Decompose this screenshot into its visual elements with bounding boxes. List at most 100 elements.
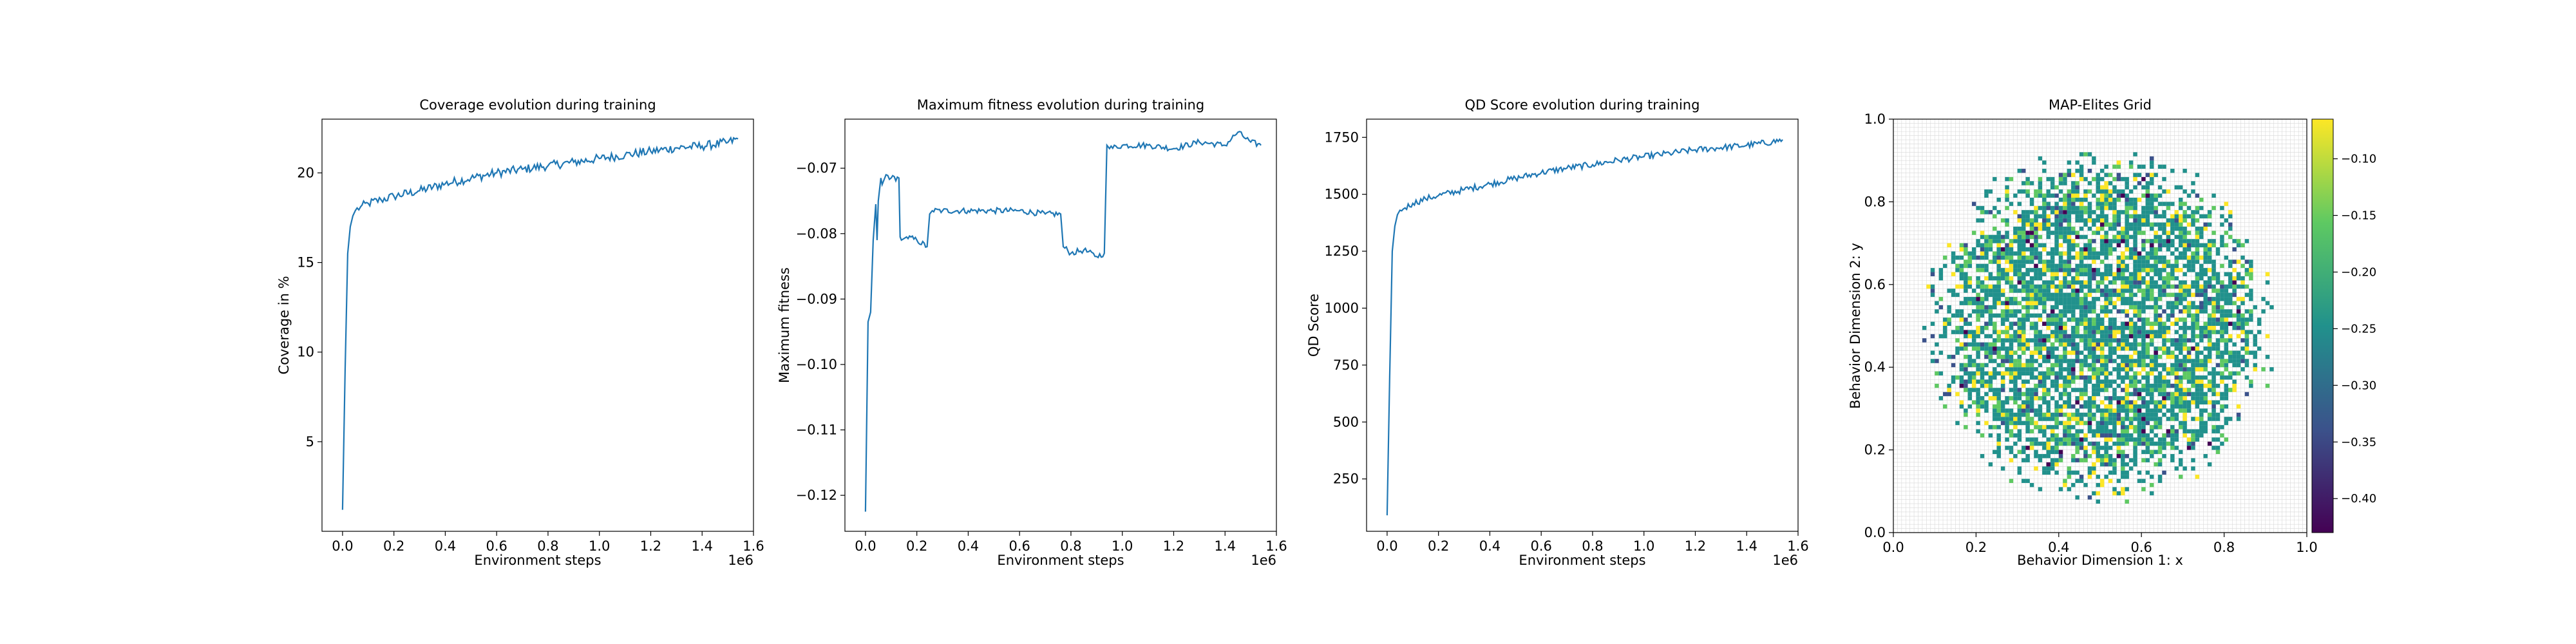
grid-cell	[2000, 289, 2005, 293]
grid-cell	[2170, 408, 2175, 413]
grid-cell	[2022, 334, 2026, 339]
grid-cell	[2133, 210, 2137, 214]
grid-cell	[2058, 251, 2063, 256]
grid-cell	[2100, 326, 2105, 330]
grid-cell	[2104, 197, 2108, 202]
grid-cell	[2058, 383, 2063, 388]
grid-cell	[2121, 354, 2125, 359]
y-tick-label: 0.8	[1864, 194, 1886, 209]
grid-cell	[2050, 185, 2055, 190]
grid-cell	[1984, 210, 1989, 214]
grid-cell	[2121, 462, 2125, 467]
grid-cell	[2137, 388, 2142, 392]
grid-cell	[2022, 247, 2026, 252]
grid-cell	[2054, 284, 2059, 289]
grid-cell	[2092, 276, 2096, 281]
grid-cell	[2025, 239, 2030, 243]
grid-cell	[2174, 404, 2179, 409]
grid-cell	[2017, 276, 2022, 281]
grid-cell	[2240, 284, 2245, 289]
grid-cell	[2112, 441, 2117, 446]
grid-cell	[2166, 231, 2171, 235]
grid-cell	[2137, 263, 2142, 269]
grid-cell	[2249, 350, 2253, 355]
grid-cell	[1976, 305, 1980, 310]
grid-cell	[2022, 412, 2026, 417]
grid-cell	[2079, 234, 2084, 240]
qd-score-x-axis-label: Environment steps	[1519, 553, 1645, 568]
grid-cell	[1996, 289, 2001, 293]
grid-cell	[2075, 292, 2079, 298]
grid-cell	[2005, 272, 2009, 276]
grid-cell	[2029, 276, 2034, 281]
grid-cell	[2083, 189, 2088, 194]
grid-cell	[2100, 251, 2105, 256]
grid-cell	[2141, 268, 2146, 272]
grid-cell	[2215, 363, 2221, 368]
grid-cell	[2154, 388, 2158, 392]
grid-cell	[2162, 392, 2166, 397]
grid-cell	[2157, 326, 2163, 330]
grid-cell	[2253, 354, 2257, 359]
grid-cell	[2183, 425, 2187, 430]
grid-cell	[2207, 214, 2212, 219]
grid-cell	[2079, 441, 2084, 446]
grid-cell	[2096, 367, 2100, 372]
grid-cell	[2145, 330, 2150, 334]
grid-cell	[2058, 363, 2063, 368]
grid-cell	[1967, 404, 1972, 409]
grid-cell	[2162, 396, 2166, 401]
grid-cell	[2224, 363, 2229, 368]
grid-cell	[2063, 309, 2067, 314]
grid-cell	[2128, 272, 2134, 276]
grid-cell	[1943, 255, 1947, 260]
grid-cell	[2157, 297, 2163, 301]
grid-cell	[2083, 284, 2088, 289]
grid-cell	[2034, 272, 2038, 276]
grid-cell	[1971, 247, 1976, 252]
grid-cell	[2067, 202, 2072, 206]
grid-cell	[1988, 239, 1993, 243]
grid-cell	[2092, 429, 2096, 433]
grid-cell	[2186, 350, 2192, 355]
grid-cell	[2203, 309, 2208, 314]
grid-cell	[2025, 367, 2030, 372]
grid-cell	[2083, 234, 2088, 240]
grid-cell	[2071, 309, 2076, 314]
grid-cell	[2046, 268, 2050, 272]
grid-cell	[2224, 350, 2229, 355]
grid-cell	[2128, 354, 2134, 359]
grid-cell	[2191, 446, 2195, 450]
grid-cell	[2220, 321, 2224, 326]
grid-cell	[2228, 284, 2233, 289]
grid-cell	[2075, 160, 2079, 165]
grid-cell	[1980, 251, 1985, 256]
grid-cell	[2029, 231, 2034, 235]
grid-cell	[2154, 239, 2158, 243]
grid-cell	[1996, 346, 2001, 351]
grid-cell	[2121, 491, 2125, 496]
grid-cell	[2083, 404, 2088, 409]
grid-cell	[2183, 346, 2187, 351]
grid-cell	[1964, 412, 1968, 417]
grid-cell	[2157, 276, 2163, 281]
grid-cell	[1967, 334, 1972, 339]
grid-cell	[1993, 226, 1997, 231]
grid-cell	[2083, 263, 2088, 269]
grid-cell	[2232, 280, 2237, 285]
grid-cell	[2186, 313, 2192, 318]
grid-cell	[1964, 301, 1968, 305]
grid-cell	[2038, 301, 2043, 305]
grid-cell	[1959, 363, 1964, 368]
grid-cell	[2174, 367, 2179, 372]
grid-cell	[2058, 210, 2063, 214]
grid-cell	[2157, 404, 2163, 409]
grid-cell	[2038, 458, 2043, 462]
grid-cell	[2083, 176, 2088, 182]
grid-cell	[2128, 301, 2134, 305]
grid-cell	[2075, 408, 2079, 413]
grid-cell	[2042, 400, 2047, 404]
grid-cell	[2121, 176, 2125, 182]
grid-cell	[2034, 263, 2038, 269]
